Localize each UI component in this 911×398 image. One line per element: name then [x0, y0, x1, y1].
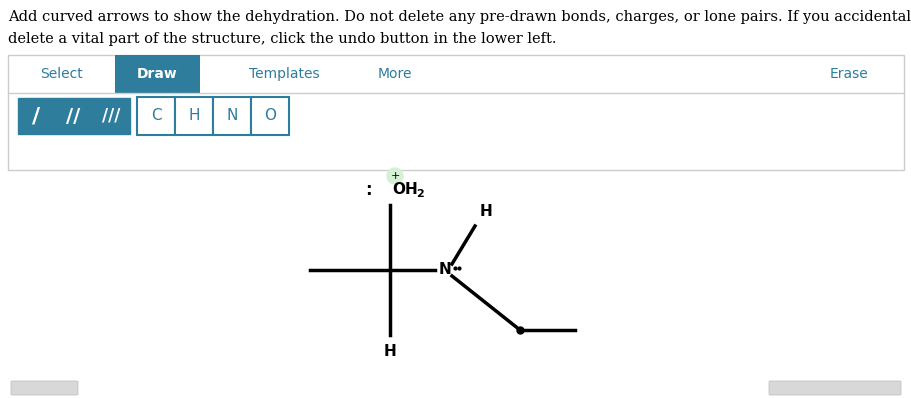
Text: H: H — [188, 109, 200, 123]
Text: Templates: Templates — [249, 67, 319, 81]
Text: //: // — [66, 107, 80, 125]
Text: delete a vital part of the structure, click the undo button in the lower left.: delete a vital part of the structure, cl… — [8, 32, 556, 46]
Text: C: C — [150, 109, 161, 123]
Text: N: N — [438, 263, 451, 277]
FancyBboxPatch shape — [115, 55, 200, 93]
FancyBboxPatch shape — [768, 381, 900, 395]
FancyBboxPatch shape — [11, 381, 78, 395]
FancyBboxPatch shape — [175, 97, 213, 135]
Text: N: N — [226, 109, 238, 123]
Text: :: : — [364, 181, 371, 199]
Text: +: + — [390, 171, 399, 181]
FancyBboxPatch shape — [137, 97, 175, 135]
Text: ///: /// — [102, 107, 120, 125]
Text: Erase: Erase — [829, 67, 867, 81]
Text: H: H — [384, 345, 396, 359]
Text: O: O — [263, 109, 276, 123]
Circle shape — [386, 168, 403, 184]
FancyBboxPatch shape — [251, 97, 289, 135]
Text: Draw: Draw — [137, 67, 177, 81]
FancyBboxPatch shape — [18, 98, 130, 134]
Text: Select: Select — [41, 67, 83, 81]
Text: /: / — [32, 106, 40, 126]
Text: Add curved arrows to show the dehydration. Do not delete any pre-drawn bonds, ch: Add curved arrows to show the dehydratio… — [8, 10, 911, 24]
Text: More: More — [377, 67, 412, 81]
Text: OH: OH — [392, 183, 417, 197]
FancyBboxPatch shape — [213, 97, 251, 135]
Text: 2: 2 — [415, 189, 424, 199]
Text: H: H — [479, 205, 492, 220]
FancyBboxPatch shape — [8, 55, 903, 170]
